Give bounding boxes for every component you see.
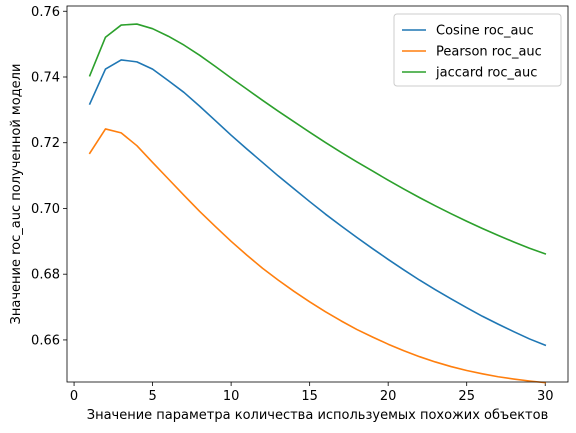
series-line-jaccard [88,23,547,255]
legend-label: jaccard roc_auc [435,66,537,81]
legend-label: Cosine roc_auc [436,24,534,39]
x-axis-ticks: 0 5 10 15 20 25 30 [70,382,554,404]
y-tick-label: 0.68 [31,268,60,283]
y-axis-label: Значение roc_auc полученной модели [9,64,24,325]
x-tick-label: 10 [223,389,240,404]
plot-frame [66,5,569,383]
series-lines [88,23,547,384]
y-axis-ticks: 0.66 0.68 0.70 0.72 0.74 0.76 [31,5,67,348]
legend-box [393,13,562,87]
y-tick-label: 0.66 [31,333,60,348]
series-line-cosine [88,59,547,347]
y-tick-label: 0.72 [31,136,60,151]
y-tick-label: 0.74 [31,70,60,85]
y-tick-label: 0.70 [31,202,60,217]
x-axis-label: Значение параметра количества используем… [87,408,549,423]
series-line-pearson [88,128,547,384]
x-tick-label: 0 [70,389,78,404]
y-tick-label: 0.76 [31,5,60,20]
x-tick-label: 30 [537,389,554,404]
x-tick-label: 15 [301,389,318,404]
x-tick-label: 20 [380,389,397,404]
legend-label: Pearson roc_auc [436,45,542,60]
x-tick-label: 5 [148,389,156,404]
x-tick-label: 25 [458,389,475,404]
